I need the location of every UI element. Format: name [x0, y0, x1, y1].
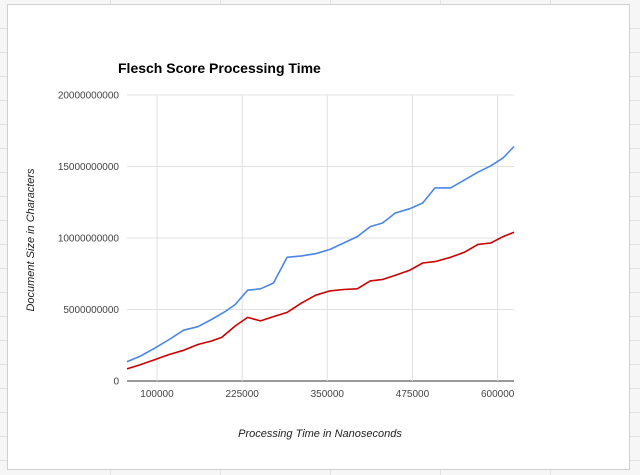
chart-title: Flesch Score Processing Time [118, 60, 321, 76]
x-tick-label: 350000 [311, 389, 345, 400]
y-axis-label: Document Size in Characters [25, 168, 37, 312]
x-tick-label: 100000 [140, 389, 174, 400]
series-lines [126, 145, 515, 370]
series-line-2[interactable] [126, 231, 515, 370]
x-tick-label: 475000 [396, 389, 430, 400]
y-tick-label: 5000000000 [63, 305, 119, 316]
gridlines [127, 94, 514, 382]
y-tick-label: 10000000000 [58, 234, 120, 245]
x-tick-label: 600000 [481, 389, 515, 400]
y-tick-label: 20000000000 [58, 91, 120, 102]
chart-card[interactable] [7, 4, 630, 470]
series-line-1[interactable] [126, 145, 515, 363]
y-tick-label: 0 [113, 377, 119, 388]
x-axis-label: Processing Time in Nanoseconds [238, 428, 402, 440]
tick-labels: 0 5000000000 10000000000 15000000000 2000000… [58, 91, 515, 401]
y-tick-label: 15000000000 [58, 162, 120, 173]
x-tick-label: 225000 [225, 389, 259, 400]
